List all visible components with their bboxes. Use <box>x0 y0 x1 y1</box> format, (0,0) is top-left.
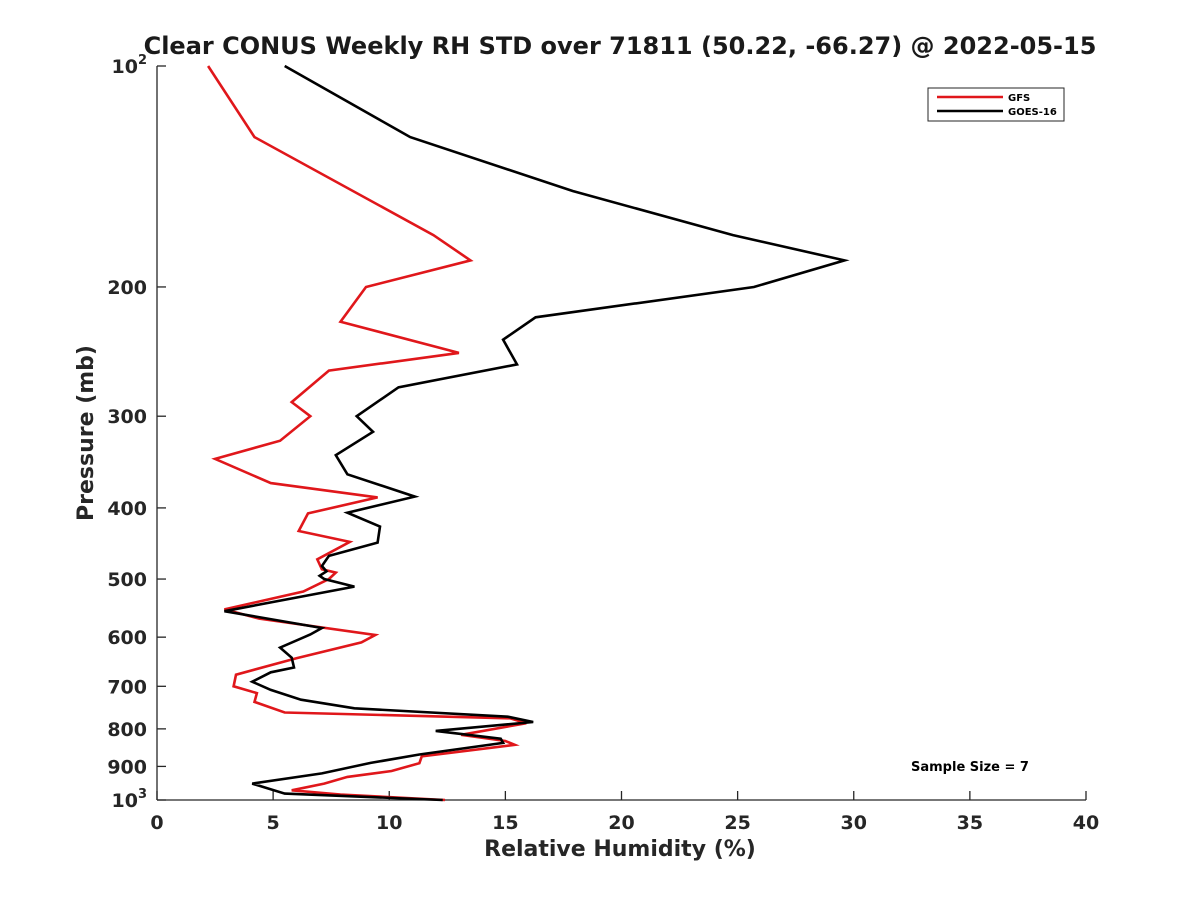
y-tick-label-base: 600 <box>107 627 147 649</box>
y-tick-label-base: 10 <box>112 56 138 78</box>
legend-label-goes-16: GOES-16 <box>1008 107 1057 118</box>
x-tick-label: 25 <box>724 812 750 834</box>
x-tick-label: 30 <box>841 812 867 834</box>
legend-entries: GFS GOES-16 <box>937 93 1057 118</box>
series-lines <box>207 64 850 802</box>
y-tick-label-base: 700 <box>107 676 147 698</box>
y-tick-label: 200 <box>107 277 147 299</box>
y-tick-label: 103 <box>112 787 148 812</box>
y-tick-label-base: 900 <box>107 756 147 778</box>
x-tick-label: 40 <box>1073 812 1099 834</box>
y-tick-label-base: 500 <box>107 569 147 591</box>
y-tick-label: 300 <box>107 406 147 428</box>
chart-title: Clear CONUS Weekly RH STD over 71811 (50… <box>144 32 1097 60</box>
y-tick-label-base: 800 <box>107 719 147 741</box>
x-tick-label: 5 <box>267 812 280 834</box>
x-axis-label: Relative Humidity (%) <box>484 837 756 862</box>
x-tick-label: 15 <box>492 812 518 834</box>
y-tick-label-base: 300 <box>107 406 147 428</box>
y-tick-label-base: 200 <box>107 277 147 299</box>
x-tick-label: 20 <box>608 812 634 834</box>
plot-area: 0 5 10 15 20 25 30 35 40 10220030040050060070080… <box>107 53 1099 834</box>
y-axis-label: Pressure (mb) <box>74 345 99 521</box>
series-line-goes-16 <box>224 64 850 802</box>
y-tick-label: 700 <box>107 676 147 698</box>
sample-size-annotation: Sample Size = 7 <box>911 760 1029 775</box>
x-tick-label: 10 <box>376 812 402 834</box>
y-tick-label-exponent: 3 <box>138 787 147 802</box>
legend-box <box>927 87 1065 122</box>
y-tick-label: 800 <box>107 719 147 741</box>
y-tick-label: 900 <box>107 756 147 778</box>
series-line-gfs <box>207 65 527 802</box>
y-tick-label-exponent: 2 <box>138 53 147 68</box>
y-tick-label: 102 <box>112 53 148 78</box>
y-tick-label: 400 <box>107 498 147 520</box>
legend: GFS GOES-16 <box>927 87 1065 122</box>
y-tick-label: 500 <box>107 569 147 591</box>
y-tick-label-base: 400 <box>107 498 147 520</box>
y-tick-label-base: 10 <box>112 790 138 812</box>
legend-label-gfs: GFS <box>1008 93 1030 104</box>
y-tick-label: 600 <box>107 627 147 649</box>
x-tick-label: 0 <box>150 812 163 834</box>
x-tick-label: 35 <box>957 812 983 834</box>
x-ticks: 0 5 10 15 20 25 30 35 40 <box>150 791 1099 834</box>
